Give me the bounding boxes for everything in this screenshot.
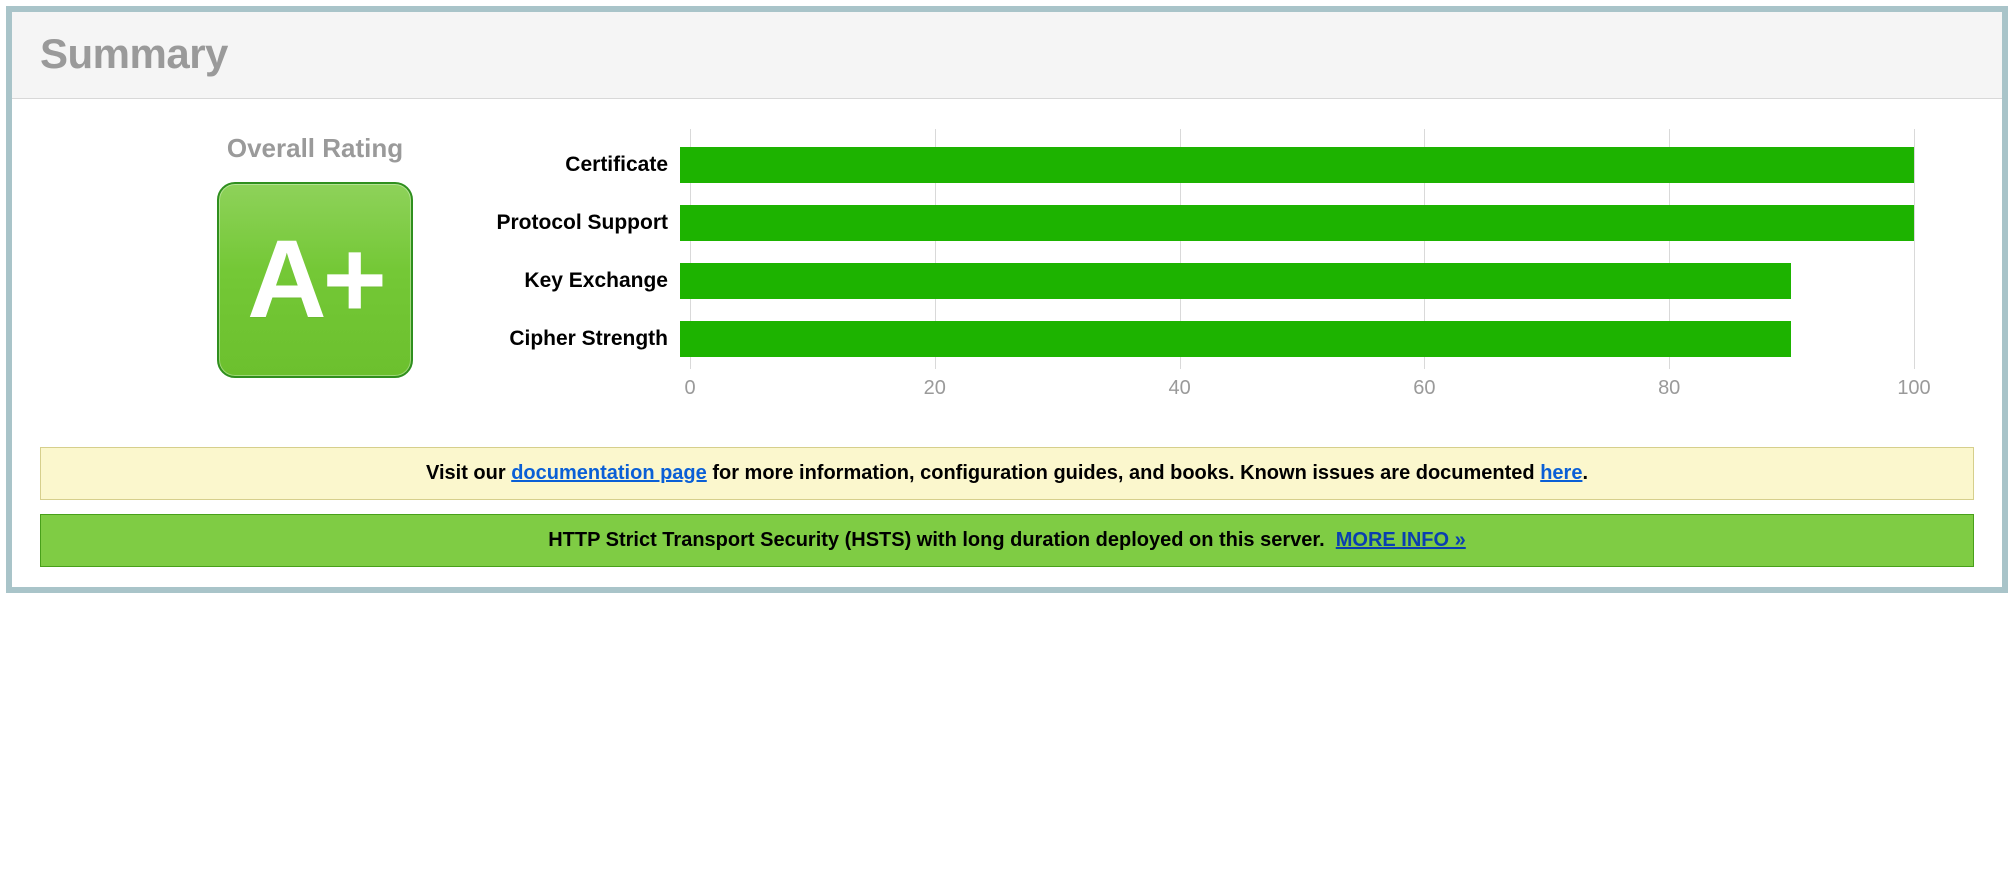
chart-bar-track (680, 263, 1914, 299)
chart-bar-track (680, 147, 1914, 183)
chart-bar-label: Cipher Strength (480, 327, 680, 351)
chart-x-tick-label: 20 (924, 377, 946, 400)
documentation-link[interactable]: documentation page (511, 462, 707, 484)
chart-x-tick-label: 0 (684, 377, 695, 400)
chart-bar-fill (680, 147, 1914, 183)
chart-bar-fill (680, 321, 1791, 357)
rating-grade: A+ (247, 225, 383, 335)
chart-gridline (1914, 129, 1915, 369)
chart-bar-row: Protocol Support (480, 201, 1914, 245)
notices: Visit our documentation page for more in… (40, 447, 1974, 567)
chart-column: 0 20 40 60 80 100 Certificate Protocol Support… (480, 129, 1974, 409)
chart-bar-fill (680, 205, 1914, 241)
chart-bar-track (680, 321, 1914, 357)
chart-bar-fill (680, 263, 1791, 299)
chart-bar-track (680, 205, 1914, 241)
chart-bar-label: Key Exchange (480, 269, 680, 293)
chart-bar-label: Certificate (480, 153, 680, 177)
notice-hsts: HTTP Strict Transport Security (HSTS) wi… (40, 514, 1974, 567)
chart-x-tick-label: 40 (1168, 377, 1190, 400)
panel-body: Overall Rating A+ 0 20 40 60 80 100 Certifica… (12, 99, 2002, 587)
chart-bar-row: Certificate (480, 143, 1914, 187)
chart-bar-label: Protocol Support (480, 211, 680, 235)
rating-column: Overall Rating A+ (40, 129, 460, 378)
panel-header: Summary (12, 12, 2002, 99)
chart-x-tick-label: 80 (1658, 377, 1680, 400)
chart-x-axis-labels: 020406080100 (690, 377, 1914, 405)
rating-badge: A+ (217, 182, 413, 378)
summary-panel: Summary Overall Rating A+ 0 20 40 60 80 100 C… (6, 6, 2008, 593)
panel-title: Summary (40, 30, 1974, 78)
score-chart: 020406080100 CertificateProtocol Support… (690, 129, 1914, 409)
known-issues-link[interactable]: here (1540, 462, 1582, 484)
summary-top-row: Overall Rating A+ 0 20 40 60 80 100 Certifica… (40, 129, 1974, 409)
notice-text: Visit our (426, 462, 511, 484)
chart-bar-row: Cipher Strength (480, 317, 1914, 361)
chart-bar-row: Key Exchange (480, 259, 1914, 303)
chart-x-tick-label: 100 (1897, 377, 1930, 400)
notice-text: HTTP Strict Transport Security (HSTS) wi… (548, 529, 1330, 551)
notice-text: . (1582, 462, 1588, 484)
hsts-more-info-link[interactable]: MORE INFO » (1336, 529, 1466, 551)
chart-x-tick-label: 60 (1413, 377, 1435, 400)
notice-documentation: Visit our documentation page for more in… (40, 447, 1974, 500)
rating-title: Overall Rating (170, 133, 460, 164)
notice-text: for more information, configuration guid… (707, 462, 1540, 484)
